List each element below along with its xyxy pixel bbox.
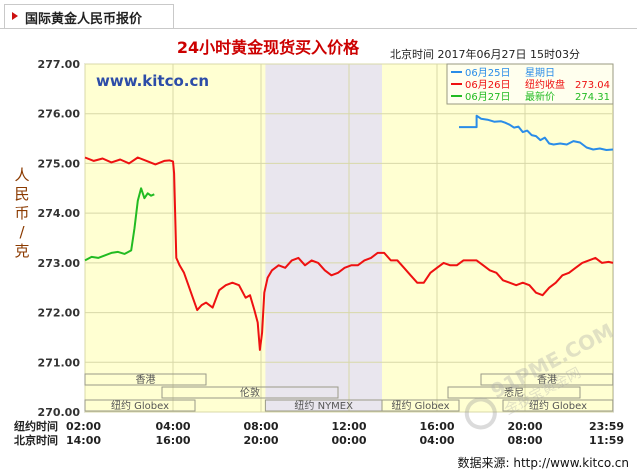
legend-box [446,63,614,105]
market-session-label: 伦敦 [240,386,260,399]
x-tick-label: 04:00 [155,420,190,433]
x-tick-label: 20:00 [243,434,278,447]
site-logo-icon [464,397,497,430]
x-tick-label: 08:00 [507,434,542,447]
gold-price-chart: 277.00 276.00 275.00 274.00 273.00 272.00 271.… [14,38,624,447]
x-row-label: 北京时间 [14,433,58,447]
legend-date: 06月26日 [465,79,510,91]
y-tick-label: 272.00 [38,307,81,320]
market-session-label: 纽约 Globex [529,399,587,412]
y-tick-label: 277.00 [38,58,81,71]
market-session-label: 香港 [136,374,156,386]
market-session-box [480,373,614,386]
legend-text: 最新价 [525,90,555,103]
nymex-session-shade [265,64,382,412]
market-session-label: 纽约 NYMEX [294,399,353,412]
market-session-box [84,373,207,386]
legend-text: 星期日 [525,67,555,79]
x-tick-label: 11:59 [589,434,624,447]
legend-text: 纽约收盘 [525,78,565,91]
arrow-right-icon [12,12,18,20]
market-session-box [84,399,196,412]
series-line [84,156,614,351]
x-tick-label: 14:00 [66,434,101,447]
x-tick-label: 16:00 [155,434,190,447]
tab-gold-rmb-quote[interactable]: 国际黄金人民币报价 [4,4,174,28]
kitco-watermark: www.kitco.cn [96,72,209,90]
market-session-label: 悉尼 [504,387,524,399]
market-session-label: 香港 [537,374,557,386]
y-axis-label: 人民币/克 [14,166,29,260]
x-tick-label: 20:00 [507,420,542,433]
y-tick-label: 276.00 [38,108,81,121]
chart-title: 24小时黄金现货买入价格 [177,38,360,57]
market-session-box [502,399,614,412]
chart-datetime: 北京时间 2017年06月27日 15时03分 [390,47,580,61]
tab-title: 国际黄金人民币报价 [25,12,143,27]
market-session-label: 纽约 Globex [111,399,169,412]
x-tick-label: 16:00 [419,420,454,433]
data-source: 数据来源: http://www.kitco.cn [457,456,629,470]
legend-value: 274.31 [575,92,610,103]
x-tick-label: 23:59 [589,420,624,433]
x-tick-label: 08:00 [243,420,278,433]
x-tick-label: 00:00 [331,434,366,447]
market-session-box [161,386,339,399]
x-row-label: 纽约时间 [14,419,58,433]
y-tick-label: 274.00 [38,207,81,220]
legend-date: 06月27日 [465,91,510,103]
market-session-box [447,386,581,399]
legend-value: 273.04 [575,80,610,91]
market-session-label: 纽约 Globex [391,399,449,412]
series-line [84,187,155,262]
x-tick-label: 04:00 [419,434,454,447]
y-tick-label: 273.00 [38,257,81,270]
y-tick-label: 275.00 [38,157,81,170]
x-tick-label: 02:00 [66,420,101,433]
legend-date: 06月25日 [465,67,510,79]
x-tick-label: 12:00 [331,420,366,433]
tab-bar: 国际黄金人民币报价 [0,0,637,29]
y-tick-label: 270.00 [38,406,81,419]
market-session-box [381,399,460,412]
y-tick-label: 271.00 [38,356,81,369]
series-line [459,114,614,151]
legend: 06月25日 星期日 06月26日 纽约收盘 273.04 06月27日 最新价 274.31 [446,63,614,105]
